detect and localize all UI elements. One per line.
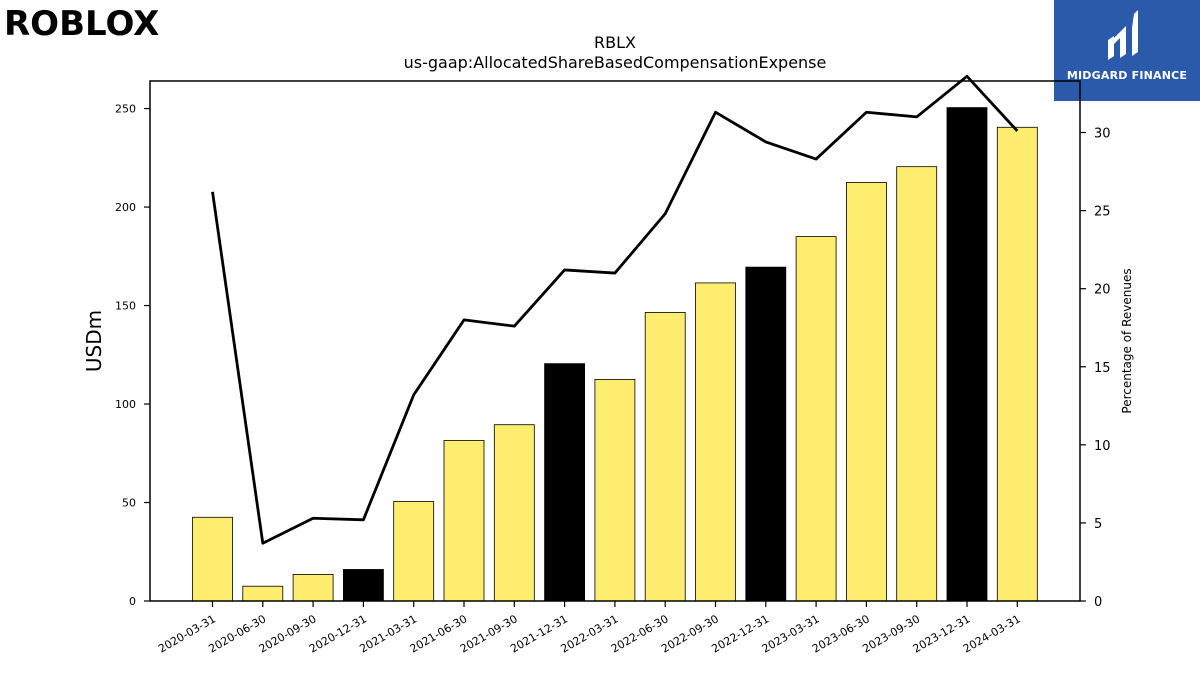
bar-2022-12-31 xyxy=(745,266,787,602)
bar-2023-03-31 xyxy=(795,236,837,602)
bar-2021-12-31 xyxy=(544,363,585,602)
midgard-finance-text: MIDGARD FINANCE xyxy=(1066,69,1188,82)
y-tick-label: 150 xyxy=(115,300,136,313)
bar-2020-03-31 xyxy=(192,516,233,602)
y2-tick-label: 25 xyxy=(1094,205,1111,220)
y-tick-label: 0 xyxy=(129,595,136,608)
y2-tick-label: 10 xyxy=(1094,439,1111,454)
bar-2022-09-30 xyxy=(695,282,736,602)
y2-tick-label: 5 xyxy=(1094,517,1102,532)
bar-2023-12-31 xyxy=(946,107,988,602)
bar-2021-09-30 xyxy=(493,424,535,602)
percentage-line xyxy=(211,74,1019,545)
roblox-logo: ROBLOX xyxy=(4,4,159,40)
y2-tick-label: 15 xyxy=(1094,361,1111,376)
bar-2021-06-30 xyxy=(443,440,485,602)
bar-2023-09-30 xyxy=(896,166,938,602)
y2-tick-label: 0 xyxy=(1094,595,1102,610)
chart-title: RBLX xyxy=(594,33,636,52)
bar-2022-06-30 xyxy=(644,312,686,602)
y-axis-label: USDm xyxy=(82,310,106,372)
bar-2020-09-30 xyxy=(292,574,334,602)
y2-tick-label: 20 xyxy=(1094,283,1111,298)
midgard-finance-logo: MIDGARD FINANCE xyxy=(1054,0,1200,101)
midgard-emblem-icon xyxy=(1108,10,1138,60)
bar-2020-12-31 xyxy=(342,569,384,602)
y2-tick-label: 30 xyxy=(1094,127,1111,142)
bar-2023-06-30 xyxy=(846,182,887,602)
bar-2024-03-31 xyxy=(996,126,1038,602)
y-tick-label: 250 xyxy=(115,103,136,116)
roblox-logo-text: ROBLOX xyxy=(4,4,159,40)
chart-subtitle: us-gaap:AllocatedShareBasedCompensationE… xyxy=(404,53,827,72)
y-tick-label: 200 xyxy=(115,201,136,214)
bar-2021-03-31 xyxy=(393,501,435,602)
bar-2020-06-30 xyxy=(242,585,284,602)
y-tick-label: 100 xyxy=(115,398,136,411)
y-tick-label: 50 xyxy=(122,497,136,510)
y2-axis-label: Percentage of Revenues xyxy=(1120,268,1134,413)
x-tick-label: 2024-03-31 xyxy=(961,612,1023,655)
bar-2022-03-31 xyxy=(594,379,636,602)
